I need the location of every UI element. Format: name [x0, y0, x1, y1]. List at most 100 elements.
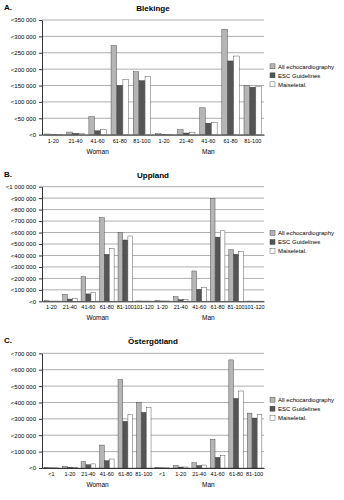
tick-label: <150 000: [11, 83, 37, 89]
bar: [128, 236, 133, 301]
bar: [139, 81, 145, 135]
tick-mark: [39, 267, 42, 268]
bar: [192, 463, 197, 468]
tick-mark: [39, 278, 42, 279]
tick: 1-20: [46, 301, 57, 310]
bar: [81, 277, 86, 302]
tick: 41-60: [100, 468, 114, 477]
bar: [229, 360, 234, 468]
bar: [183, 300, 188, 302]
tick: <100 000: [11, 99, 42, 105]
series: [56, 56, 261, 135]
bar: [86, 465, 91, 468]
bar: [79, 133, 85, 134]
tick-label: <200 000: [11, 276, 37, 282]
group-label: Woman: [86, 314, 109, 321]
tick-label: 61-80: [211, 304, 225, 310]
bar: [123, 80, 129, 135]
bar: [155, 133, 161, 134]
legend-swatch: [270, 249, 275, 254]
grid-line: [42, 20, 264, 21]
bar: [128, 415, 133, 468]
bar: [197, 466, 202, 468]
bar: [189, 133, 195, 135]
bar: [109, 249, 114, 302]
tick: <200 000: [11, 67, 42, 73]
tick: <1 000 000: [6, 184, 42, 190]
bar: [173, 297, 178, 302]
grid: [42, 353, 264, 468]
tick-label: <400 000: [11, 253, 37, 259]
tick-label: <400 000: [11, 400, 37, 406]
bar: [91, 293, 96, 302]
bar: [73, 133, 79, 134]
tick-label: 81-100: [228, 304, 245, 310]
bar: [220, 456, 225, 468]
bar: [73, 298, 78, 301]
tick-mark: [39, 135, 42, 136]
bar: [206, 123, 212, 134]
plot: <0<100 000<200 000<300 000<400 000<500 0…: [11, 351, 265, 488]
bar: [117, 86, 123, 135]
legend-swatch: [270, 231, 275, 236]
tick-mark: [39, 36, 42, 37]
bar: [250, 87, 256, 135]
bar: [247, 301, 252, 302]
tick-label: 41-60: [201, 138, 215, 144]
tick-label: 1-20: [46, 304, 57, 310]
x-axis: 1-2021-4041-6061-8081-100101-1201-2021-4…: [43, 301, 265, 310]
tick-label: 21-40: [174, 304, 188, 310]
tick-label: 21-40: [81, 471, 95, 477]
tick: <250 000: [11, 50, 42, 56]
tick-label: <200 000: [11, 67, 37, 73]
tick-mark: [39, 244, 42, 245]
panel: C.Östergötland<0<100 000<200 000<300 000…: [4, 336, 334, 488]
tick: 21-40: [81, 468, 95, 477]
group-label: Man: [202, 481, 215, 488]
bar: [178, 467, 183, 468]
tick-label: <0: [29, 465, 37, 471]
bar: [73, 467, 78, 468]
tick: <900 000: [11, 196, 42, 202]
tick: 41-60: [91, 135, 105, 144]
bar: [101, 130, 107, 135]
legend-item: Maiseletal.: [270, 415, 307, 421]
legend-item: All echocardiography: [270, 230, 334, 236]
tick: <1: [159, 468, 165, 477]
tick-label: <500 000: [11, 241, 37, 247]
tick-label: 21-40: [192, 471, 206, 477]
bar: [161, 134, 167, 135]
bar: [229, 250, 234, 302]
tick: <100 000: [11, 449, 42, 455]
legend-swatch: [270, 240, 275, 245]
tick-mark: [39, 221, 42, 222]
tick-label: 81-100: [133, 138, 150, 144]
legend-label: ESC Guidelines: [278, 73, 320, 79]
tick: 1-20: [159, 135, 170, 144]
tick-label: <700 000: [11, 351, 37, 357]
axis-line: [42, 21, 43, 136]
tick-label: <350 000: [11, 17, 37, 23]
bar: [165, 300, 170, 301]
bar: [118, 380, 123, 468]
bar: [111, 46, 117, 135]
tick: <50 000: [14, 116, 42, 122]
legend-item: ESC Guidelines: [270, 73, 320, 79]
tick-label: 1-20: [64, 471, 75, 477]
tick: 81-100: [117, 301, 134, 310]
bar: [118, 233, 123, 302]
tick: <300 000: [11, 34, 42, 40]
bar: [67, 132, 73, 135]
tick-label: 61-80: [229, 471, 243, 477]
tick-mark: [39, 301, 42, 302]
bar: [141, 412, 146, 468]
tick: 1-20: [48, 135, 59, 144]
bar: [54, 301, 59, 302]
tick-mark: [39, 386, 42, 387]
axis-line: [43, 301, 265, 302]
tick: <800 000: [11, 207, 42, 213]
tick: 101-120: [244, 301, 264, 310]
bar: [212, 122, 218, 134]
bar: [220, 231, 225, 302]
bar: [165, 467, 170, 468]
